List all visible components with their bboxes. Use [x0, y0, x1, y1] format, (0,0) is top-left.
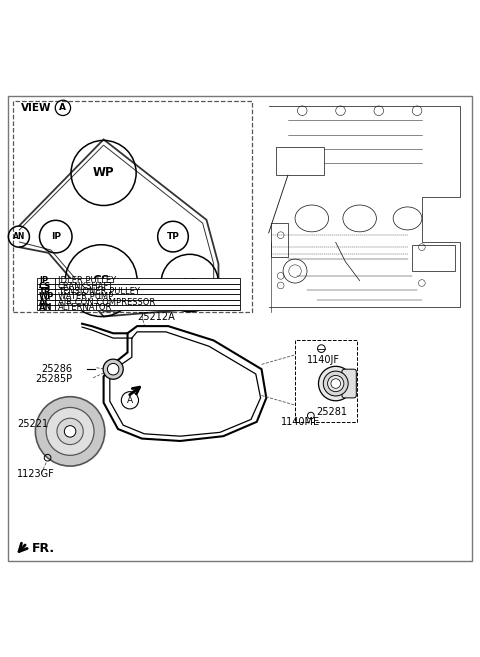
Ellipse shape [57, 419, 83, 445]
Text: 25286: 25286 [41, 364, 72, 374]
Ellipse shape [46, 407, 94, 455]
Ellipse shape [323, 371, 348, 396]
Text: 25281: 25281 [317, 407, 348, 417]
FancyBboxPatch shape [12, 101, 252, 312]
FancyBboxPatch shape [36, 300, 240, 305]
FancyBboxPatch shape [36, 294, 240, 300]
FancyBboxPatch shape [412, 245, 456, 271]
Text: 1123GF: 1123GF [17, 470, 55, 480]
Text: AC: AC [181, 278, 198, 288]
Text: 1140ME: 1140ME [281, 417, 320, 427]
Text: AC: AC [39, 298, 52, 307]
Text: WATER PUMP: WATER PUMP [58, 292, 113, 302]
FancyBboxPatch shape [36, 284, 240, 289]
Text: CRANKSHAFT: CRANKSHAFT [58, 282, 114, 291]
FancyBboxPatch shape [36, 279, 240, 284]
Text: TP: TP [167, 232, 180, 241]
Text: IP: IP [39, 277, 48, 285]
Ellipse shape [36, 397, 105, 466]
Text: WP: WP [93, 166, 114, 179]
Ellipse shape [319, 367, 353, 401]
Text: 25212A: 25212A [137, 311, 175, 321]
Text: AIR CON COMPRESSOR: AIR CON COMPRESSOR [58, 298, 155, 307]
FancyBboxPatch shape [295, 340, 357, 422]
FancyBboxPatch shape [8, 97, 472, 560]
Text: TENSIONER PULLEY: TENSIONER PULLEY [58, 287, 140, 296]
FancyBboxPatch shape [36, 305, 240, 310]
Text: A: A [127, 396, 133, 405]
Text: 1140JF: 1140JF [307, 355, 340, 365]
Text: TP: TP [39, 287, 51, 296]
Circle shape [331, 378, 340, 388]
Text: A: A [60, 103, 66, 112]
Text: WP: WP [39, 292, 54, 302]
Text: AN: AN [12, 232, 25, 241]
Text: ALTERNATOR: ALTERNATOR [58, 303, 112, 312]
Text: IDLER PULLEY: IDLER PULLEY [58, 277, 116, 285]
Circle shape [64, 426, 76, 437]
Text: CS: CS [93, 274, 110, 287]
Text: 25285P: 25285P [36, 374, 73, 384]
FancyBboxPatch shape [257, 104, 468, 312]
Ellipse shape [327, 375, 344, 392]
Text: AN: AN [39, 303, 52, 312]
FancyBboxPatch shape [276, 147, 324, 175]
Text: IP: IP [51, 232, 61, 241]
Text: VIEW: VIEW [21, 103, 52, 113]
Ellipse shape [103, 359, 123, 379]
FancyBboxPatch shape [342, 369, 356, 398]
Text: FR.: FR. [32, 542, 55, 555]
Text: CS: CS [39, 282, 51, 291]
Text: 25221: 25221 [17, 419, 48, 429]
Circle shape [108, 363, 119, 375]
FancyBboxPatch shape [36, 289, 240, 294]
